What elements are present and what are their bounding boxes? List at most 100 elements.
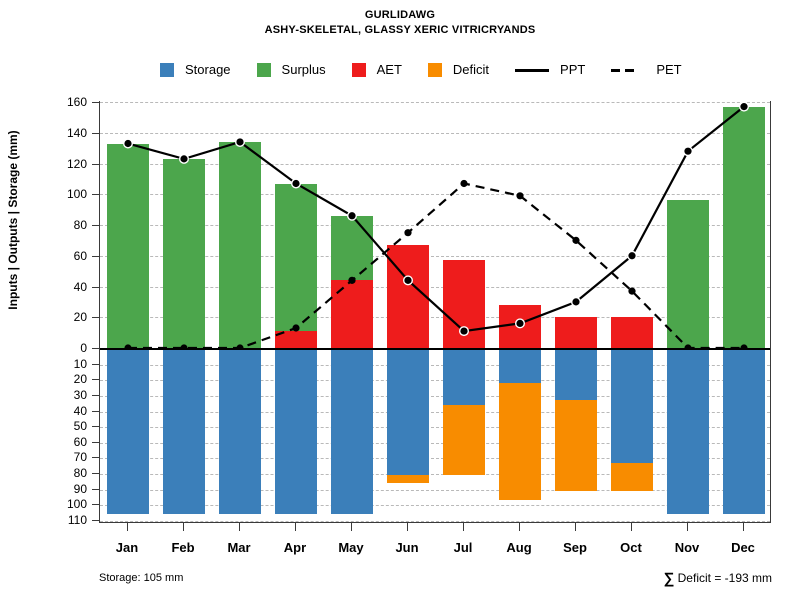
y-tick-lower-50: 50 bbox=[73, 419, 87, 434]
y-tickmark-upper-20 bbox=[92, 317, 99, 319]
legend-item-surplus[interactable]: Surplus bbox=[256, 62, 326, 77]
bar-upper-dec[interactable] bbox=[723, 106, 765, 348]
y-tickmark-lower-20 bbox=[92, 379, 99, 381]
pet-point-Jul bbox=[460, 179, 468, 188]
bar-lower-jan[interactable] bbox=[107, 350, 149, 515]
bar-lower-mar[interactable] bbox=[219, 350, 261, 515]
ppt-point-Nov bbox=[684, 147, 692, 155]
gridline-lower-90 bbox=[100, 489, 770, 491]
legend-swatch-aet bbox=[351, 62, 366, 77]
bar-segment-surplus bbox=[275, 183, 317, 332]
y-tick-lower-80: 80 bbox=[73, 466, 87, 481]
gridline-lower-50 bbox=[100, 427, 770, 429]
pet-point-Oct bbox=[628, 287, 636, 295]
legend-item-deficit[interactable]: Deficit bbox=[427, 62, 489, 77]
bar-segment-aet bbox=[555, 317, 597, 348]
y-tick-lower-70: 70 bbox=[73, 450, 87, 465]
bar-segment-deficit bbox=[443, 404, 485, 476]
y-tickmark-lower-60 bbox=[92, 441, 99, 443]
bar-segment-storage bbox=[723, 350, 765, 515]
bar-lower-feb[interactable] bbox=[163, 350, 205, 515]
bar-segment-storage bbox=[275, 350, 317, 515]
x-tickmark-jan bbox=[127, 523, 128, 531]
bar-upper-sep[interactable] bbox=[555, 317, 597, 348]
legend-item-storage[interactable]: Storage bbox=[160, 62, 231, 77]
bar-lower-nov[interactable] bbox=[667, 350, 709, 515]
bar-lower-sep[interactable] bbox=[555, 350, 597, 491]
bar-upper-jan[interactable] bbox=[107, 143, 149, 348]
bar-upper-aug[interactable] bbox=[499, 304, 541, 348]
y-tickmark-lower-80 bbox=[92, 473, 99, 475]
bar-segment-storage bbox=[331, 350, 373, 515]
bar-lower-aug[interactable] bbox=[499, 350, 541, 501]
chart-title-line2: ASHY-SKELETAL, GLASSY XERIC VITRICRYANDS bbox=[264, 24, 536, 36]
bar-segment-aet bbox=[611, 317, 653, 348]
y-tickmark-lower-30 bbox=[92, 394, 99, 396]
y-tick-upper-0: 0 bbox=[80, 341, 87, 355]
deficit-sum-note: ∑ Deficit = -193 mm bbox=[664, 570, 772, 587]
y-tick-upper-120: 120 bbox=[66, 156, 87, 171]
storage-note: Storage: 105 mm bbox=[99, 572, 184, 584]
bar-lower-apr[interactable] bbox=[275, 350, 317, 515]
bar-lower-jun[interactable] bbox=[387, 350, 429, 483]
bar-upper-oct[interactable] bbox=[611, 317, 653, 348]
x-tickmark-jun bbox=[407, 523, 408, 531]
bar-segment-surplus bbox=[163, 158, 205, 348]
bar-segment-storage bbox=[107, 350, 149, 515]
x-tick-label-feb: Feb bbox=[171, 540, 195, 555]
bar-segment-surplus bbox=[107, 143, 149, 348]
y-tickmark-lower-40 bbox=[92, 410, 99, 412]
y-tickmark-lower-70 bbox=[92, 457, 99, 459]
x-tick-label-apr: Apr bbox=[283, 540, 307, 555]
bar-segment-deficit bbox=[611, 462, 653, 491]
gridline-lower-80 bbox=[100, 474, 770, 476]
gridline-lower-40 bbox=[100, 411, 770, 413]
pet-point-Sep bbox=[572, 236, 580, 244]
legend-item-ppt[interactable]: PPT bbox=[515, 62, 585, 77]
gridline-upper-160 bbox=[100, 102, 770, 103]
bar-upper-mar[interactable] bbox=[219, 141, 261, 348]
x-tick-label-aug: Aug bbox=[506, 540, 532, 555]
y-tick-lower-110: 110 bbox=[67, 513, 87, 527]
bar-upper-jul[interactable] bbox=[443, 260, 485, 348]
x-tick-label-nov: Nov bbox=[674, 540, 700, 555]
legend-item-aet[interactable]: AET bbox=[351, 62, 402, 77]
x-tick-label-sep: Sep bbox=[563, 540, 587, 555]
sigma-icon: ∑ bbox=[663, 570, 675, 587]
upper-panel bbox=[100, 101, 770, 349]
bar-segment-storage bbox=[387, 350, 429, 476]
bar-lower-jul[interactable] bbox=[443, 350, 485, 476]
y-tickmark-lower-100 bbox=[92, 504, 99, 506]
bar-upper-feb[interactable] bbox=[163, 158, 205, 348]
legend-label: Surplus bbox=[281, 62, 326, 77]
legend-label: PPT bbox=[560, 62, 586, 77]
bar-upper-jun[interactable] bbox=[387, 245, 429, 348]
bar-upper-apr[interactable] bbox=[275, 183, 317, 348]
bar-segment-storage bbox=[443, 350, 485, 405]
y-tick-upper-160: 160 bbox=[66, 95, 87, 109]
legend-swatch-surplus bbox=[256, 62, 271, 77]
legend-item-pet[interactable]: PET bbox=[611, 62, 682, 77]
gridline-lower-100 bbox=[100, 505, 770, 507]
y-tickmark-lower-50 bbox=[92, 426, 99, 428]
gridline-lower-30 bbox=[100, 395, 770, 397]
x-tick-label-jun: Jun bbox=[395, 540, 419, 555]
x-tick-label-may: May bbox=[338, 540, 364, 555]
y-tickmark-upper-140 bbox=[92, 132, 99, 134]
legend-swatch-deficit bbox=[427, 62, 442, 77]
bar-segment-surplus bbox=[667, 200, 709, 348]
bar-lower-dec[interactable] bbox=[723, 350, 765, 515]
lower-panel bbox=[100, 349, 770, 524]
bar-segment-aet bbox=[387, 245, 429, 348]
bar-lower-may[interactable] bbox=[331, 350, 373, 515]
bar-segment-aet bbox=[443, 260, 485, 348]
y-tick-lower-10: 10 bbox=[73, 356, 87, 371]
bar-lower-oct[interactable] bbox=[611, 350, 653, 491]
bar-upper-may[interactable] bbox=[331, 215, 373, 348]
y-tick-lower-90: 90 bbox=[73, 481, 87, 496]
bar-upper-nov[interactable] bbox=[667, 200, 709, 348]
x-tickmark-apr bbox=[295, 523, 296, 531]
legend-swatch-storage bbox=[160, 62, 174, 77]
y-tickmark-upper-80 bbox=[92, 225, 99, 226]
